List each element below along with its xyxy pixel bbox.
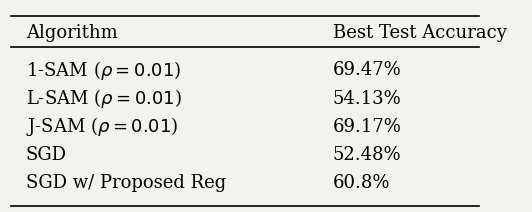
Text: 60.8%: 60.8% xyxy=(332,174,390,192)
Text: SGD w/ Proposed Reg: SGD w/ Proposed Reg xyxy=(26,174,226,192)
Text: 52.48%: 52.48% xyxy=(332,146,401,164)
Text: 69.17%: 69.17% xyxy=(332,118,402,136)
Text: L-SAM ($\rho = 0.01$): L-SAM ($\rho = 0.01$) xyxy=(26,87,181,110)
Text: SGD: SGD xyxy=(26,146,66,164)
Text: J-SAM ($\rho = 0.01$): J-SAM ($\rho = 0.01$) xyxy=(26,115,178,138)
Text: 1-SAM ($\rho = 0.01$): 1-SAM ($\rho = 0.01$) xyxy=(26,59,181,82)
Text: Best Test Accuracy: Best Test Accuracy xyxy=(332,24,506,42)
Text: Algorithm: Algorithm xyxy=(26,24,118,42)
Text: 69.47%: 69.47% xyxy=(332,61,402,80)
Text: 54.13%: 54.13% xyxy=(332,90,402,108)
